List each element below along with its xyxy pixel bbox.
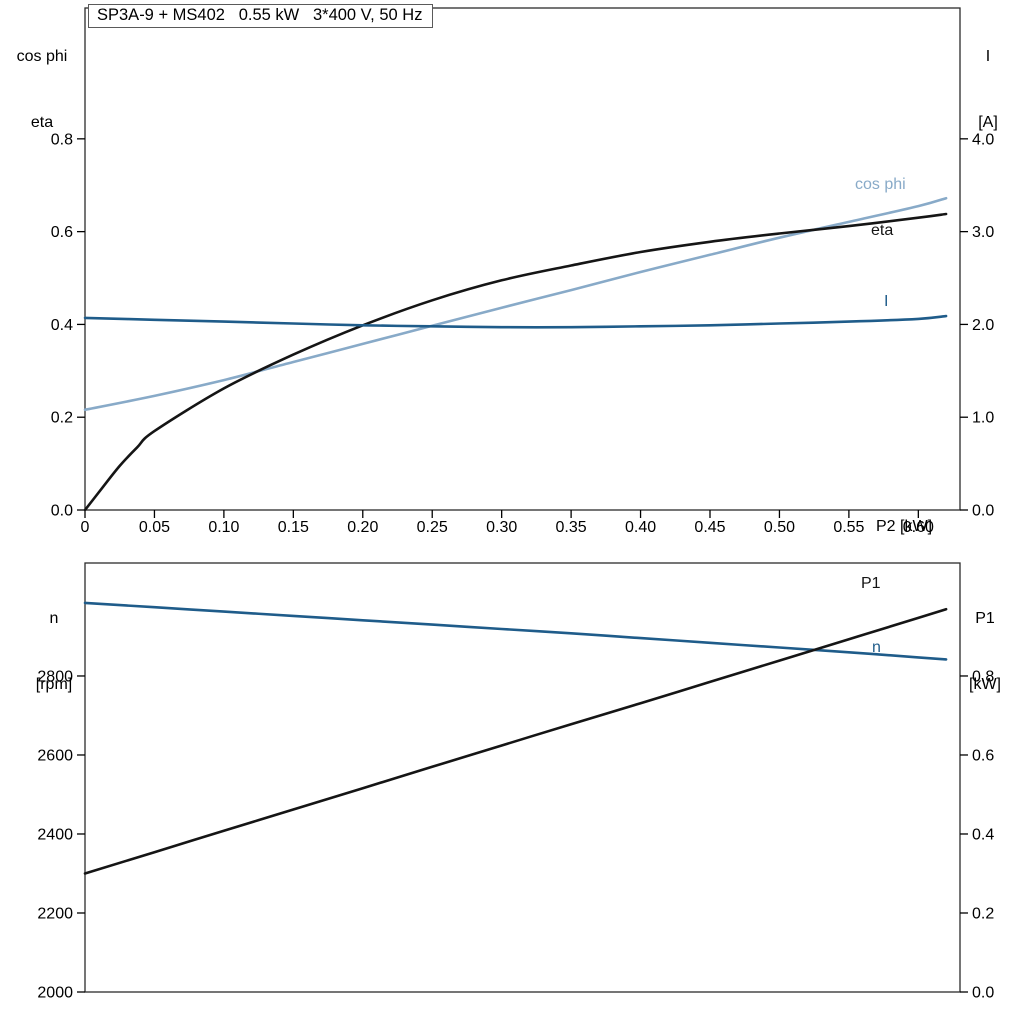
n-curve-label: n [872, 639, 881, 656]
x-tick-label: 0 [81, 519, 90, 536]
x-tick-label: 0.15 [278, 519, 309, 536]
x-tick-label: 0.60 [903, 519, 934, 536]
left-tick-label: 2600 [37, 747, 73, 764]
left-tick-label: 2400 [37, 826, 73, 843]
x-tick-label: 0.30 [486, 519, 517, 536]
x-tick-label: 0.35 [556, 519, 587, 536]
right-tick-label: 0.0 [972, 503, 994, 520]
current-curve-label: I [884, 293, 889, 310]
curve-p1 [83, 607, 948, 875]
bottom-left-axis-title-line2: [rpm] [35, 676, 73, 693]
top-right-axis-title: I [A] [956, 2, 1020, 178]
curve-i [83, 314, 948, 329]
x-tick-label: 0.05 [139, 519, 170, 536]
right-tick-label: 4.0 [972, 131, 994, 148]
left-tick-label: 2000 [37, 985, 73, 1002]
x-tick-label: 0.20 [347, 519, 378, 536]
left-tick-label: 2200 [37, 905, 73, 922]
x-tick-label: 0.40 [625, 519, 656, 536]
top-right-axis-title-line2: [A] [978, 114, 998, 131]
right-tick-label: 0.6 [972, 747, 994, 764]
x-tick-label: 0.55 [833, 519, 864, 536]
chart-title-box: SP3A-9 + MS402 0.55 kW 3*400 V, 50 Hz [88, 4, 434, 28]
left-tick-label: 0.0 [51, 503, 73, 520]
right-tick-label: 2.0 [972, 317, 994, 334]
curve-n [83, 601, 948, 661]
left-tick-label: 2800 [37, 668, 73, 685]
left-tick-label: 0.6 [51, 224, 73, 241]
right-tick-label: 3.0 [972, 224, 994, 241]
p1-curve-label: P1 [861, 575, 881, 592]
x-tick-label: 0.25 [417, 519, 448, 536]
plot-frame-1 [84, 562, 961, 993]
x-axis-title: P2 [kW] [876, 518, 933, 535]
right-tick-label: 0.0 [972, 985, 994, 1002]
bottom-left-axis-title-line1: n [49, 610, 59, 627]
bottom-right-axis-title-line2: [kW] [969, 676, 1001, 693]
left-tick-label: 0.2 [51, 410, 73, 427]
right-tick-label: 0.4 [972, 826, 994, 843]
top-right-axis-title-line1: I [985, 48, 991, 65]
curve-cos-phi [83, 196, 948, 412]
bottom-left-axis-title: n [rpm] [20, 564, 88, 740]
right-tick-label: 1.0 [972, 410, 994, 427]
top-left-axis-title: cos phi eta [4, 2, 80, 178]
left-tick-label: 0.8 [51, 131, 73, 148]
top-left-axis-title-line2: eta [30, 114, 54, 131]
curve-eta [83, 212, 948, 512]
x-tick-label: 0.50 [764, 519, 795, 536]
top-left-axis-title-line1: cos phi [16, 48, 68, 65]
right-tick-label: 0.2 [972, 905, 994, 922]
x-tick-label: 0.10 [208, 519, 239, 536]
bottom-right-axis-title-line1: P1 [975, 610, 995, 627]
bottom-right-axis-title: P1 [kW] [952, 564, 1018, 740]
left-tick-label: 0.4 [51, 317, 73, 334]
plot-frame-0 [84, 7, 961, 511]
right-tick-label: 0.8 [972, 668, 994, 685]
eta-curve-label: eta [871, 222, 894, 239]
x-tick-label: 0.45 [694, 519, 725, 536]
cos-phi-curve-label: cos phi [855, 176, 906, 193]
